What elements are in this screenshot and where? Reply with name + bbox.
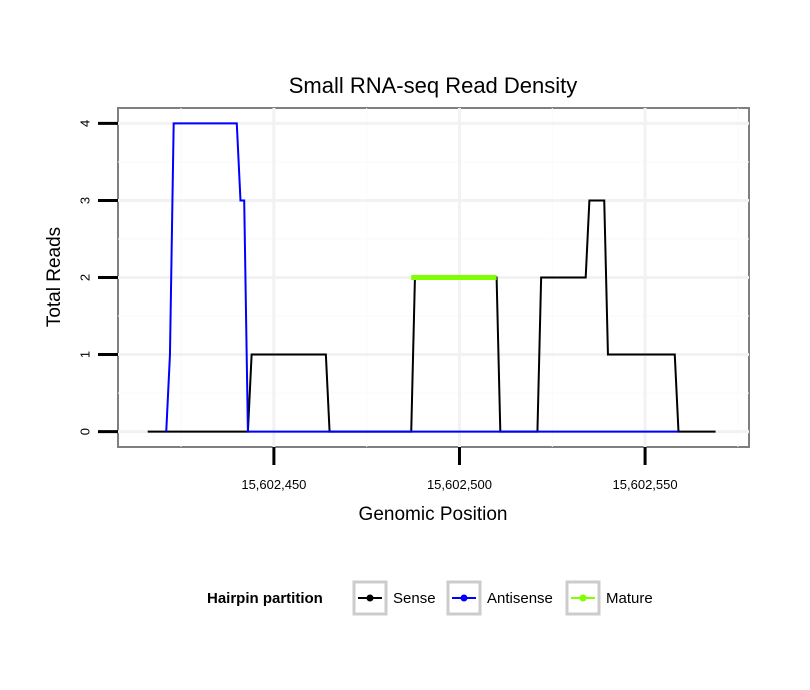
y-tick-label-2: 2 [77,274,92,281]
legend-label-antisense: Antisense [487,590,553,607]
x-tick-label-1: 15,602,500 [427,477,492,492]
x-axis: 15,602,450 15,602,500 15,602,550 [241,447,678,492]
legend: Hairpin partition Sense Antisense Mature [207,580,653,616]
y-tick-label-1: 1 [77,351,92,358]
y-axis: 0 1 2 3 4 [77,120,118,435]
series-antisense-line [165,122,679,433]
y-tick-label-3: 3 [77,197,92,204]
x-tick-label-2: 15,602,550 [613,477,678,492]
legend-key-point-sense [366,594,374,602]
y-tick-label-0: 0 [77,428,92,435]
legend-key-point-antisense [460,594,468,602]
x-axis-title: Genomic Position [359,504,508,525]
series-layer [147,122,716,433]
legend-key-point-mature [579,594,587,602]
chart-title: Small RNA-seq Read Density [289,73,578,98]
legend-label-mature: Mature [606,590,653,607]
legend-label-sense: Sense [393,590,436,607]
y-tick-label-4: 4 [77,120,92,127]
legend-title: Hairpin partition [207,590,323,607]
y-axis-title: Total Reads [44,227,65,327]
x-tick-label-0: 15,602,450 [241,477,306,492]
